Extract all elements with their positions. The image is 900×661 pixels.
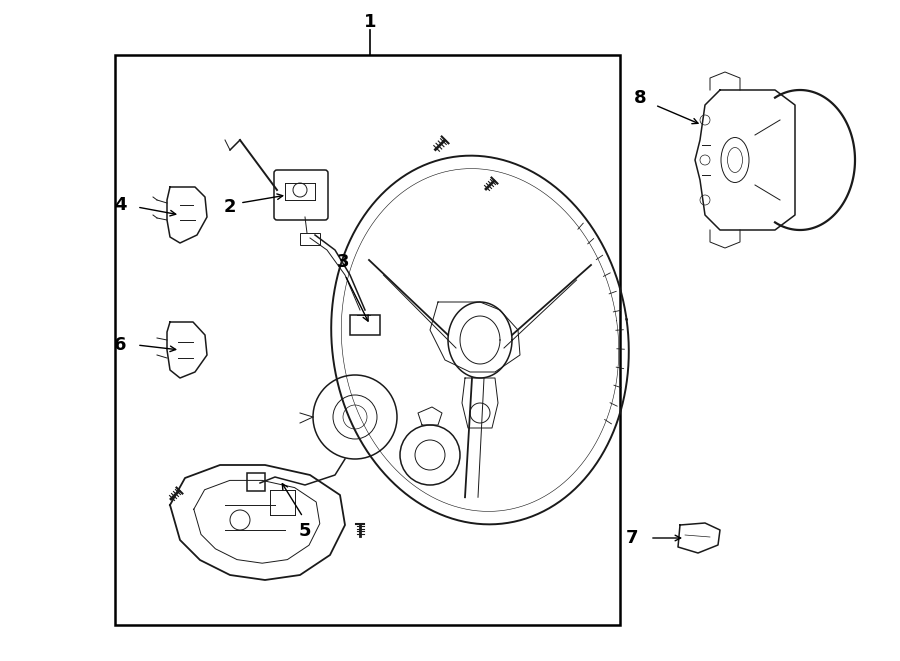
Text: 4: 4 (113, 196, 126, 214)
Text: 3: 3 (337, 253, 349, 271)
Polygon shape (678, 523, 720, 553)
Bar (350, 315, 380, 335)
Polygon shape (167, 322, 207, 378)
Bar (300, 233, 320, 245)
Polygon shape (167, 187, 207, 243)
Text: 8: 8 (634, 89, 646, 107)
Bar (115, 55, 620, 625)
Text: 6: 6 (113, 336, 126, 354)
Text: 2: 2 (224, 198, 236, 216)
Polygon shape (170, 465, 345, 580)
Bar (247, 473, 265, 491)
Text: 5: 5 (299, 522, 311, 540)
Polygon shape (418, 407, 442, 425)
Text: 7: 7 (626, 529, 638, 547)
Polygon shape (695, 90, 795, 230)
Text: 1: 1 (364, 13, 376, 31)
